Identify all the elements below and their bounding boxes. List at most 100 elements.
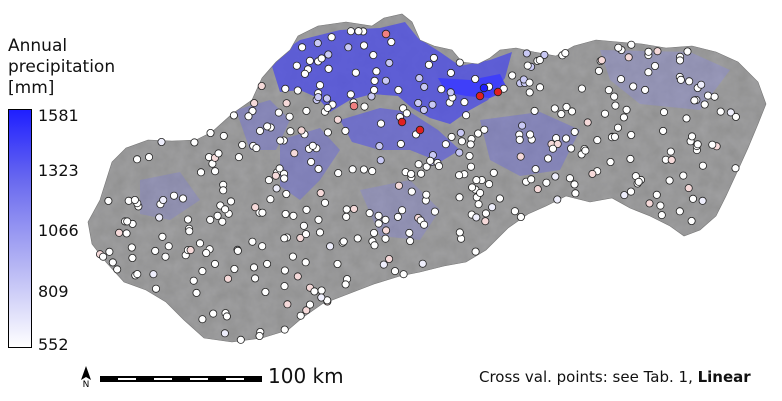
station-point [553, 139, 562, 148]
station-point [447, 132, 456, 141]
station-point-max [479, 83, 489, 93]
station-point [606, 157, 615, 166]
station-point [698, 196, 707, 205]
station-point [518, 121, 527, 130]
station-point [261, 287, 270, 296]
station-point [280, 266, 289, 275]
station-point [381, 234, 390, 243]
station-point [372, 67, 381, 76]
station-point [234, 153, 243, 162]
station-point [271, 171, 280, 180]
station-point [601, 109, 610, 118]
station-point [644, 68, 653, 77]
station-point [700, 100, 709, 109]
station-point [390, 267, 399, 276]
station-point [370, 76, 379, 85]
station-point [314, 93, 323, 102]
high-precipitation-zone [140, 172, 200, 220]
station-point [651, 62, 660, 71]
station-point [508, 71, 517, 80]
station-point [317, 54, 326, 63]
station-point [236, 335, 245, 344]
station-point [570, 127, 579, 136]
station-point [542, 178, 551, 187]
station-point [374, 219, 383, 228]
station-point [406, 236, 415, 245]
station-point [525, 78, 534, 87]
station-point [285, 112, 294, 121]
station-point [562, 134, 571, 143]
station-point [660, 108, 669, 117]
station-point [250, 99, 259, 108]
station-point [405, 228, 414, 237]
station-point [252, 144, 261, 153]
station-point [577, 84, 586, 93]
station-point [149, 270, 158, 279]
svg-text:N: N [83, 380, 90, 388]
station-point [220, 329, 229, 338]
station-point [455, 148, 464, 157]
station-point [704, 91, 713, 100]
station-point [342, 205, 351, 214]
station-point [456, 128, 465, 137]
station-point [297, 126, 306, 135]
station-point [527, 175, 536, 184]
station-point [99, 252, 108, 261]
station-point [229, 111, 238, 120]
station-point [144, 153, 153, 162]
high-precipitation-zone [600, 50, 730, 110]
station-point [379, 260, 388, 269]
station-point [283, 300, 292, 309]
station-point [333, 115, 342, 124]
station-point-high-error [381, 29, 391, 39]
station-point [198, 267, 207, 276]
station-point [202, 248, 211, 257]
station-point [515, 135, 524, 144]
station-point [133, 155, 142, 164]
station-point [244, 112, 253, 121]
station-point [510, 207, 519, 216]
station-point [393, 212, 402, 221]
station-point [684, 184, 693, 193]
station-point [348, 165, 357, 174]
station-point [310, 287, 319, 296]
station-point [617, 75, 626, 84]
station-point [610, 132, 619, 141]
station-point [360, 102, 369, 111]
station-point [422, 162, 431, 171]
station-point [323, 128, 332, 137]
station-point [455, 171, 464, 180]
station-point [441, 140, 450, 149]
station-point [326, 242, 335, 251]
station-point [296, 311, 305, 320]
station-point [472, 213, 481, 222]
station-point [104, 196, 113, 205]
station-point [233, 246, 242, 255]
station-point [688, 132, 697, 141]
station-point [219, 131, 228, 140]
station-point [263, 259, 272, 268]
station-point [334, 169, 343, 178]
station-point [536, 83, 545, 92]
station-point [530, 106, 539, 115]
station-point [344, 43, 353, 52]
station-point [281, 84, 290, 93]
station-point [471, 75, 480, 84]
station-point [158, 232, 167, 241]
station-point [266, 195, 275, 204]
station-point [523, 61, 532, 70]
station-point [657, 211, 666, 220]
legend-color-bar [8, 109, 32, 348]
station-point [282, 189, 291, 198]
station-point [108, 258, 117, 267]
station-point [561, 49, 570, 58]
station-point [351, 68, 360, 77]
station-point [288, 252, 297, 261]
station-point [317, 286, 326, 295]
station-point [481, 217, 490, 226]
station-point [516, 152, 525, 161]
station-point [659, 126, 668, 135]
station-point [652, 190, 661, 199]
station-point [258, 242, 267, 251]
